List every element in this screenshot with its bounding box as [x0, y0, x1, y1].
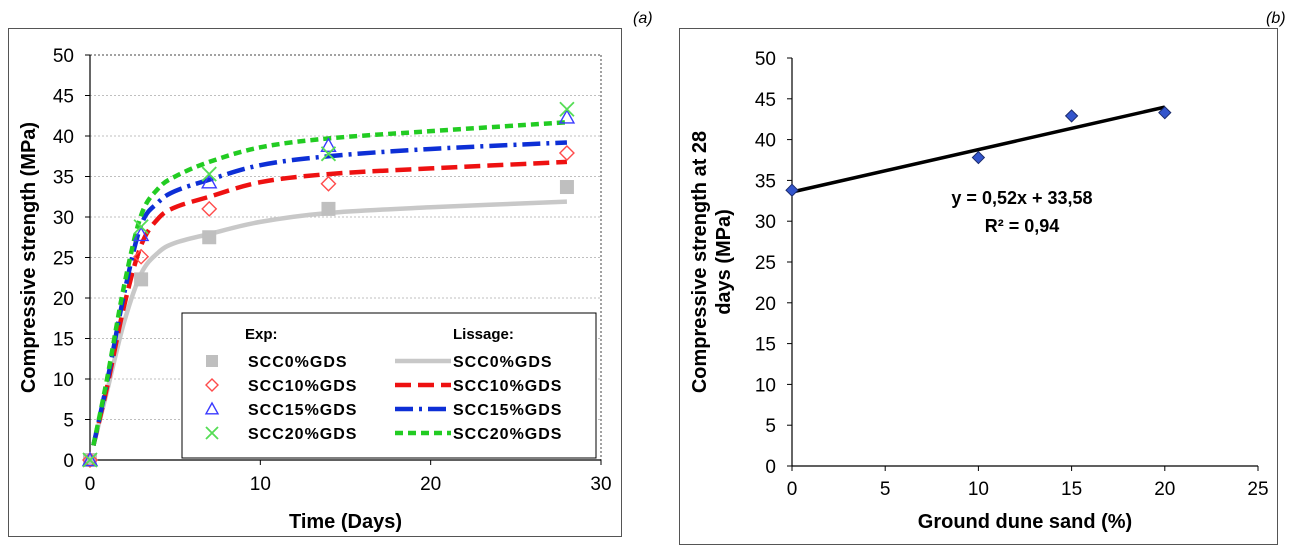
- x-tick-label: 0: [787, 479, 798, 500]
- data-point: [81, 451, 99, 467]
- data-point: [558, 108, 576, 124]
- legend-marker: [205, 378, 219, 392]
- data-point: [133, 248, 150, 265]
- y-tick-label: 25: [53, 249, 74, 270]
- x-axis-title: Ground dune sand (%): [918, 511, 1132, 533]
- data-point: [201, 166, 217, 182]
- data-point: [320, 146, 337, 162]
- y-tick-label: 40: [755, 131, 776, 152]
- legend-exp-label: SCC20%GDS: [248, 426, 357, 443]
- y-tick-label: 50: [53, 46, 74, 67]
- trendline: [791, 105, 1166, 194]
- legend-exp-title: Exp:: [245, 326, 278, 343]
- legend-fit-label: SCC20%GDS: [453, 426, 562, 443]
- y-tick-label: 20: [53, 289, 74, 310]
- data-point: [134, 272, 149, 287]
- fit-curve: [91, 199, 568, 446]
- panel-label-b: (b): [1266, 10, 1286, 27]
- y-tick-label: 5: [63, 411, 74, 432]
- y-tick-label: 0: [63, 451, 74, 472]
- panel-label-a: (a): [633, 10, 653, 27]
- legend-fit-label: SCC15%GDS: [453, 402, 562, 419]
- legend-marker: [204, 401, 220, 415]
- data-point: [321, 201, 336, 216]
- y-tick-label: 20: [755, 294, 776, 315]
- data-point: [1158, 105, 1172, 120]
- data-point: [82, 452, 98, 468]
- legend-exp-label: SCC10%GDS: [248, 378, 357, 395]
- legend-box: [181, 312, 597, 459]
- legend-exp-label: SCC15%GDS: [248, 402, 357, 419]
- data-point: [201, 200, 218, 217]
- x-tick-label: 5: [880, 479, 891, 500]
- x-tick-label: 0: [85, 474, 96, 495]
- data-point: [971, 150, 986, 165]
- legend-fit-title: Lissage:: [453, 326, 514, 343]
- data-point: [132, 226, 150, 242]
- legend-exp-label: SCC0%GDS: [248, 354, 348, 371]
- y-tick-label: 40: [53, 127, 74, 148]
- fit-curve: [91, 159, 568, 446]
- chart-a: 0 5 10 15 20 25 30 35 40 45 50 0 10 20 30 Time (Days) Co…: [8, 28, 622, 537]
- x-tick-label: 20: [1154, 479, 1175, 500]
- data-point: [785, 183, 799, 197]
- y-axis-title: Compressive strength (MPa): [18, 122, 40, 393]
- chart-b-frame: [679, 28, 1278, 545]
- y-tick-label: 5: [765, 416, 776, 437]
- data-point: [558, 145, 575, 161]
- y-tick-label: 50: [755, 49, 776, 70]
- x-tick-label: 20: [420, 474, 441, 495]
- y-tick-label: 35: [755, 171, 776, 192]
- chart-b-panel: 0 5 10 15 20 25 30 35 40 45 50 0 5 10 15 20 25 Ground dun…: [679, 28, 1279, 546]
- legend-fit-label: SCC10%GDS: [453, 378, 562, 395]
- data-point: [320, 137, 337, 153]
- x-tick-label: 10: [250, 474, 271, 495]
- y-tick-label: 15: [755, 335, 776, 356]
- data-point: [320, 175, 337, 192]
- data-point: [1064, 109, 1079, 123]
- trendline-equation: y = 0,52x + 33,58: [951, 188, 1092, 208]
- legend: Exp: Lissage: SCC0%GDS SCC0%GDS SCC10%GDS SCC…: [181, 312, 597, 459]
- x-tick-label: 10: [968, 479, 989, 500]
- r-squared-label: R² = 0,94: [985, 216, 1060, 236]
- data-point: [202, 230, 217, 245]
- x-axis-title: Time (Days): [289, 511, 402, 533]
- y-axis-title: Compressive strength at 28: [689, 131, 711, 393]
- y-axis-title: days (MPa): [713, 209, 735, 315]
- y-tick-label: 10: [755, 375, 776, 396]
- x-tick-label: 25: [1247, 479, 1268, 500]
- chart-a-panel: 0 5 10 15 20 25 30 35 40 45 50 0 10 20 30 Time (Days) Co…: [8, 28, 623, 538]
- y-tick-label: 15: [53, 330, 74, 351]
- y-tick-label: 25: [755, 253, 776, 274]
- y-tick-label: 30: [53, 208, 74, 229]
- y-tick-label: 45: [53, 87, 74, 108]
- fit-curve: [91, 119, 568, 446]
- y-tick-label: 0: [765, 457, 776, 478]
- data-point: [559, 101, 575, 117]
- x-tick-label: 15: [1061, 479, 1082, 500]
- y-tick-label: 10: [53, 370, 74, 391]
- data-point: [133, 219, 149, 235]
- y-tick-label: 30: [755, 212, 776, 233]
- legend-fit-label: SCC0%GDS: [453, 354, 553, 371]
- data-point: [559, 180, 574, 195]
- legend-marker: [205, 426, 219, 440]
- legend-marker: [206, 355, 218, 367]
- data-point: [201, 173, 218, 189]
- chart-b: 0 5 10 15 20 25 30 35 40 45 50 0 5 10 15 20 25 Ground dun…: [679, 28, 1278, 545]
- x-tick-label: 30: [590, 474, 611, 495]
- y-tick-label: 45: [755, 90, 776, 111]
- y-tick-label: 35: [53, 168, 74, 189]
- data-point: [82, 452, 98, 468]
